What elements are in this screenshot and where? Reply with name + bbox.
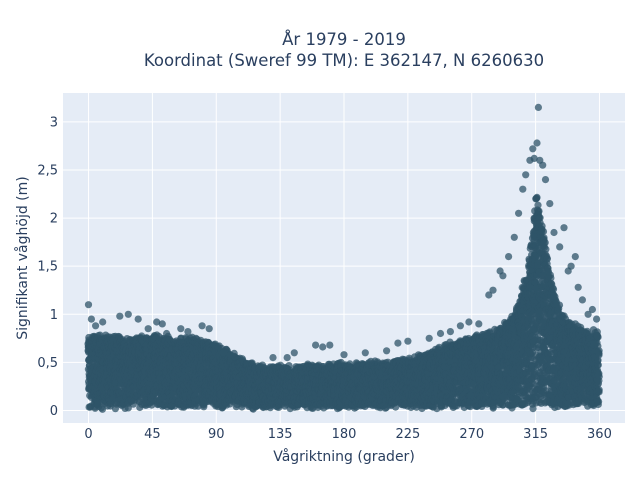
data-point <box>285 362 293 370</box>
data-point <box>98 405 107 413</box>
data-point <box>124 404 132 412</box>
data-points <box>84 103 603 413</box>
